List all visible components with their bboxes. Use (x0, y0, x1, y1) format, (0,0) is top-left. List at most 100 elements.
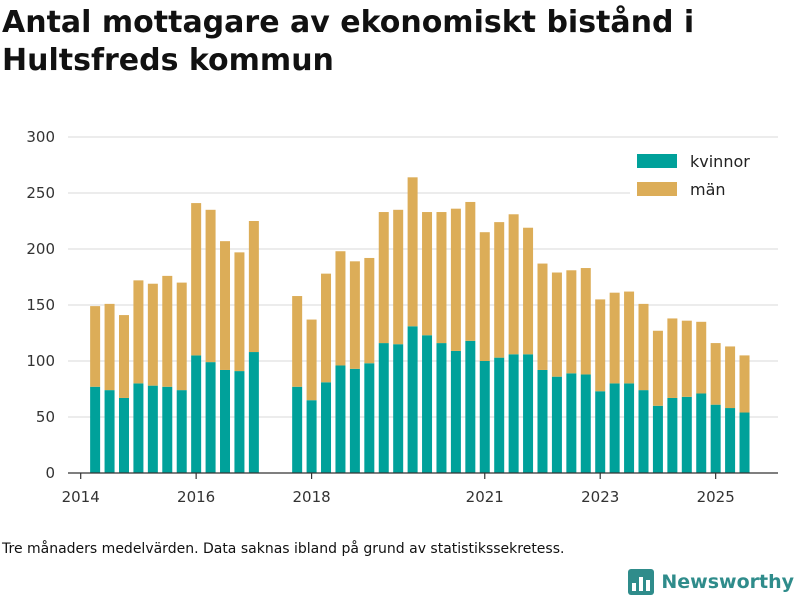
bar-kvinnor (652, 405, 663, 473)
y-tick-label: 50 (36, 408, 55, 426)
bar-man (422, 212, 433, 336)
x-tick-label: 2018 (292, 488, 330, 506)
bar-man (523, 227, 534, 355)
bar-man (393, 209, 404, 345)
bar-kvinnor (220, 369, 231, 473)
y-tick-label: 200 (26, 240, 55, 258)
bar-kvinnor (523, 354, 534, 473)
legend-swatch-man (637, 182, 677, 196)
bar-man (436, 212, 447, 344)
bar-kvinnor (725, 408, 736, 473)
bar-kvinnor (335, 365, 346, 473)
bar-kvinnor (537, 369, 548, 473)
bars (90, 177, 750, 473)
legend-label-man: män (690, 180, 726, 199)
x-tick-label: 2023 (581, 488, 619, 506)
bar-kvinnor (248, 352, 259, 473)
y-tick-label: 0 (45, 464, 55, 482)
bar-man (191, 203, 202, 356)
bar-man (638, 303, 649, 391)
bar-kvinnor (205, 362, 216, 473)
x-tick-label: 2021 (466, 488, 504, 506)
bar-kvinnor (234, 371, 245, 473)
legend-swatch-kvinnor (637, 154, 677, 168)
bar-man (725, 346, 736, 409)
bar-man (580, 268, 591, 375)
bar-man (508, 214, 519, 355)
legend: kvinnor män (630, 150, 780, 199)
bar-kvinnor (624, 383, 635, 473)
bar-kvinnor (595, 391, 606, 473)
bar-man (551, 272, 562, 377)
bar-kvinnor (191, 355, 202, 473)
bar-kvinnor (479, 361, 490, 473)
y-tick-label: 250 (26, 184, 55, 202)
bar-kvinnor (364, 363, 375, 473)
x-tick-label: 2016 (177, 488, 215, 506)
bar-man (292, 296, 303, 387)
bar-kvinnor (508, 354, 519, 473)
bar-man (349, 261, 360, 369)
bar-kvinnor (609, 383, 620, 473)
bar-man (306, 319, 317, 401)
bar-man (133, 280, 144, 384)
bar-kvinnor (321, 382, 332, 473)
bar-kvinnor (667, 397, 678, 473)
bar-kvinnor (551, 376, 562, 473)
y-axis-ticks: 0 50 100 150 200 250 300 (26, 128, 55, 482)
bar-man (696, 321, 707, 394)
x-tick-label: 2025 (697, 488, 735, 506)
bar-kvinnor (292, 386, 303, 473)
bar-man (220, 241, 231, 370)
bar-kvinnor (407, 326, 418, 473)
bar-man (710, 343, 721, 405)
bar-kvinnor (450, 350, 461, 473)
bar-man (162, 275, 173, 387)
footnote: Tre månaders medelvärden. Data saknas ib… (2, 541, 565, 557)
bar-man (566, 270, 577, 374)
bar-kvinnor (90, 386, 101, 473)
bar-kvinnor (306, 400, 317, 473)
bar-man (667, 318, 678, 398)
bar-kvinnor (118, 397, 129, 473)
bar-kvinnor (494, 357, 505, 473)
bar-man (335, 251, 346, 366)
legend-label-kvinnor: kvinnor (690, 152, 750, 171)
bar-kvinnor (436, 343, 447, 473)
bar-man (624, 291, 635, 384)
y-tick-label: 300 (26, 128, 55, 146)
chart-title: Antal mottagare av ekonomiskt bistånd i … (2, 5, 695, 78)
bar-kvinnor (378, 343, 389, 473)
x-axis-ticks: 2014 2016 2018 2021 2023 2025 (62, 473, 735, 506)
bar-kvinnor (349, 368, 360, 473)
bar-man (248, 221, 259, 353)
bar-man (364, 257, 375, 364)
bar-man (118, 315, 129, 398)
bar-kvinnor (147, 385, 158, 473)
bar-man (407, 177, 418, 327)
bar-man (465, 201, 476, 341)
bar-kvinnor (739, 412, 750, 473)
bar-kvinnor (696, 393, 707, 473)
bar-kvinnor (176, 390, 187, 473)
brand-name: Newsworthy (661, 571, 794, 593)
bar-man (494, 222, 505, 358)
bar-kvinnor (681, 396, 692, 473)
bar-man (104, 303, 115, 391)
brand[interactable]: Newsworthy (627, 568, 794, 596)
bar-chart-logo-icon (628, 569, 655, 595)
bar-man (739, 355, 750, 413)
bar-man (450, 208, 461, 351)
bar-man (378, 212, 389, 344)
bar-man (681, 320, 692, 397)
bar-kvinnor (710, 404, 721, 473)
bar-kvinnor (566, 373, 577, 473)
bar-man (234, 252, 245, 372)
bar-kvinnor (133, 383, 144, 473)
bar-man (147, 283, 158, 386)
bar-kvinnor (162, 386, 173, 473)
bar-man (90, 306, 101, 387)
bar-man (321, 273, 332, 383)
bar-man (537, 263, 548, 370)
